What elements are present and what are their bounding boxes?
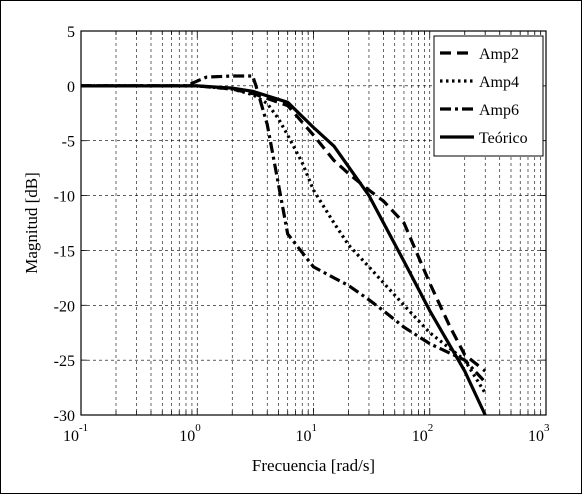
y-tick-label: -30 bbox=[54, 408, 75, 425]
y-tick-label: -5 bbox=[62, 134, 75, 151]
x-tick-label-base: 10 bbox=[296, 428, 312, 445]
x-axis-label: Frecuencia [rad/s] bbox=[252, 456, 375, 475]
x-tick-label: 10 0 bbox=[179, 422, 201, 445]
x-tick-label-exponent: 1 bbox=[312, 422, 318, 434]
y-tick-label: -10 bbox=[54, 189, 75, 206]
x-tick-label-base: 10 bbox=[179, 428, 195, 445]
x-tick-label: 10 1 bbox=[296, 422, 318, 445]
series-line-amp4 bbox=[81, 84, 487, 394]
x-tick-label-exponent: 3 bbox=[544, 422, 550, 434]
x-tick-label: 10 3 bbox=[528, 422, 550, 445]
x-tick-label-exponent: 0 bbox=[195, 422, 201, 434]
y-tick-label: -25 bbox=[54, 353, 75, 370]
x-tick-label-exponent: -1 bbox=[79, 422, 88, 434]
legend-entry-label: Teórico bbox=[479, 130, 528, 147]
x-tick-label-base: 10 bbox=[528, 428, 544, 445]
legend-entry-label: Amp6 bbox=[479, 102, 519, 119]
x-tick-label-base: 10 bbox=[63, 428, 79, 445]
y-axis-label: Magnitud [dB] bbox=[22, 172, 41, 274]
legend-entry-label: Amp2 bbox=[479, 46, 519, 63]
y-tick-label: -20 bbox=[54, 298, 75, 315]
series-line-amp6 bbox=[81, 74, 487, 384]
series-line-te-rico bbox=[81, 84, 487, 416]
series-line-amp2 bbox=[81, 84, 487, 373]
x-tick-label-exponent: 2 bbox=[428, 422, 434, 434]
legend: Amp2 Amp4 Amp6 Teórico bbox=[433, 35, 544, 157]
x-tick-label: 10 2 bbox=[412, 422, 434, 445]
y-tick-label: -15 bbox=[54, 243, 75, 260]
x-tick-label: 10 -1 bbox=[63, 422, 88, 445]
x-tick-label-base: 10 bbox=[412, 428, 428, 445]
y-tick-label: 0 bbox=[67, 79, 75, 96]
series-layer bbox=[81, 74, 487, 416]
legend-entry-label: Amp4 bbox=[479, 74, 519, 91]
y-tick-label: 5 bbox=[67, 24, 75, 41]
